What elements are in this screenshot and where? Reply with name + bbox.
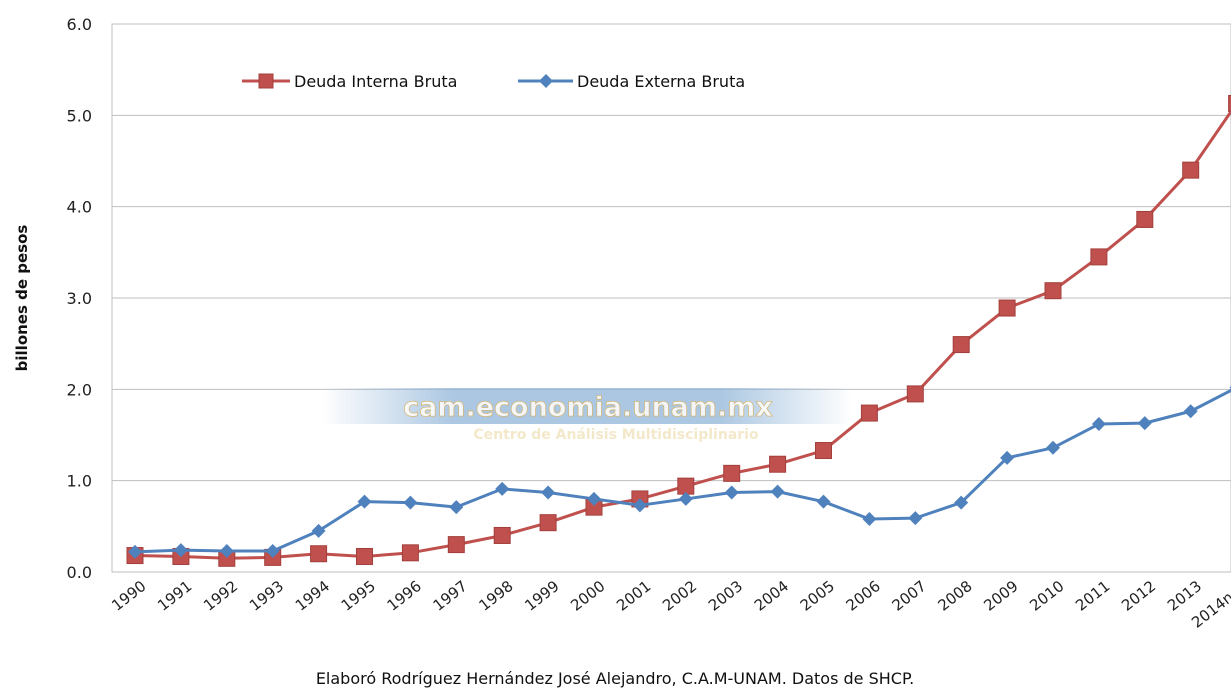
data-point xyxy=(998,299,1016,317)
data-point xyxy=(1136,210,1154,228)
x-tick-label: 1991 xyxy=(154,577,195,615)
x-tick-label: 1992 xyxy=(200,577,241,615)
legend-item-externa: Deuda Externa Bruta xyxy=(518,72,745,91)
data-point xyxy=(632,498,647,513)
legend-marker-interna xyxy=(258,73,274,89)
x-tick-label: 2005 xyxy=(797,577,838,615)
data-point xyxy=(908,511,923,526)
watermark-subtitle: Centro de Análisis Multidisciplinario xyxy=(473,427,759,443)
legend-marker-externa xyxy=(539,74,553,88)
data-point xyxy=(724,485,739,500)
x-tick-label: 2012 xyxy=(1118,577,1159,615)
legend: Deuda Interna Bruta Deuda Externa Bruta xyxy=(242,72,745,91)
data-point xyxy=(862,512,877,527)
watermark: cam.economia.unam.mx Centro de Análisis … xyxy=(322,388,852,443)
data-point xyxy=(952,336,970,354)
y-tick-label: 5.0 xyxy=(67,106,92,125)
data-point xyxy=(447,536,465,554)
watermark-band xyxy=(322,388,852,424)
data-point xyxy=(493,526,511,544)
footer-source: Elaboró Rodríguez Hernández José Alejand… xyxy=(316,669,914,688)
x-tick-label: 1993 xyxy=(246,577,287,615)
x-tick-label: 2000 xyxy=(567,577,608,615)
data-point xyxy=(173,543,188,558)
watermark-title: cam.economia.unam.mx xyxy=(403,392,773,423)
data-point xyxy=(677,477,695,495)
x-tick-label: 1994 xyxy=(292,577,333,615)
x-tick-label: 1990 xyxy=(108,577,149,615)
y-tick-label: 6.0 xyxy=(67,15,92,34)
x-tick-label: 1999 xyxy=(521,577,562,615)
data-point xyxy=(539,514,557,532)
data-point xyxy=(1182,161,1200,179)
data-point xyxy=(265,543,280,558)
y-tick-label: 1.0 xyxy=(67,472,92,491)
data-point xyxy=(816,494,831,509)
data-series xyxy=(126,94,1231,567)
y-tick-label: 0.0 xyxy=(67,563,92,582)
data-point xyxy=(587,491,601,506)
data-point xyxy=(678,491,693,506)
x-tick-label: 2011 xyxy=(1072,577,1113,615)
data-point xyxy=(906,385,924,403)
data-point xyxy=(723,464,741,482)
data-point xyxy=(495,481,510,496)
x-tick-label: 2006 xyxy=(843,577,884,615)
data-point xyxy=(1000,450,1015,465)
data-point xyxy=(1137,416,1152,431)
y-axis-ticks: 0.0 1.0 2.0 3.0 4.0 5.0 6.0 xyxy=(67,15,92,582)
data-point xyxy=(311,523,326,538)
data-point xyxy=(1046,440,1060,455)
data-point xyxy=(357,494,372,509)
data-point xyxy=(1044,282,1062,300)
legend-label-externa: Deuda Externa Bruta xyxy=(577,72,745,91)
data-point xyxy=(1090,248,1108,266)
data-point xyxy=(356,547,373,565)
data-point xyxy=(860,404,878,422)
x-tick-label: 2007 xyxy=(889,577,930,615)
x-tick-label: 2008 xyxy=(934,577,975,615)
x-tick-label: 2003 xyxy=(705,577,746,615)
data-point xyxy=(310,545,328,563)
legend-item-interna: Deuda Interna Bruta xyxy=(242,72,457,91)
x-tick-label: 1995 xyxy=(338,577,379,615)
data-point xyxy=(815,442,832,460)
data-point xyxy=(769,455,787,473)
x-axis-ticks: 1990 1991 1992 1993 1994 1995 1996 1997 1998 1999… xyxy=(108,577,1231,632)
series-deuda-externa xyxy=(128,386,1231,559)
data-point xyxy=(1228,94,1231,112)
data-point xyxy=(1183,404,1198,419)
y-tick-label: 3.0 xyxy=(67,289,92,308)
x-tick-label: 2002 xyxy=(659,577,700,615)
x-tick-label: 2009 xyxy=(980,577,1021,615)
x-tick-label: 1997 xyxy=(430,577,471,615)
x-tick-label: 2010 xyxy=(1026,577,1067,615)
data-point xyxy=(449,500,464,515)
x-tick-label: 1998 xyxy=(475,577,516,615)
data-point xyxy=(128,544,142,559)
x-tick-label: 2001 xyxy=(613,577,654,615)
data-point xyxy=(541,485,556,500)
y-tick-label: 4.0 xyxy=(67,198,92,217)
data-point xyxy=(1091,417,1106,432)
x-tick-label: 2004 xyxy=(751,577,792,615)
y-axis-label: billones de pesos xyxy=(13,225,31,372)
y-tick-label: 2.0 xyxy=(67,380,92,399)
data-point xyxy=(770,484,785,499)
x-tick-label: 1996 xyxy=(384,577,425,615)
data-point xyxy=(219,543,234,558)
data-point xyxy=(401,544,419,562)
data-point xyxy=(954,495,969,510)
legend-label-interna: Deuda Interna Bruta xyxy=(294,72,457,91)
data-point xyxy=(403,495,418,510)
